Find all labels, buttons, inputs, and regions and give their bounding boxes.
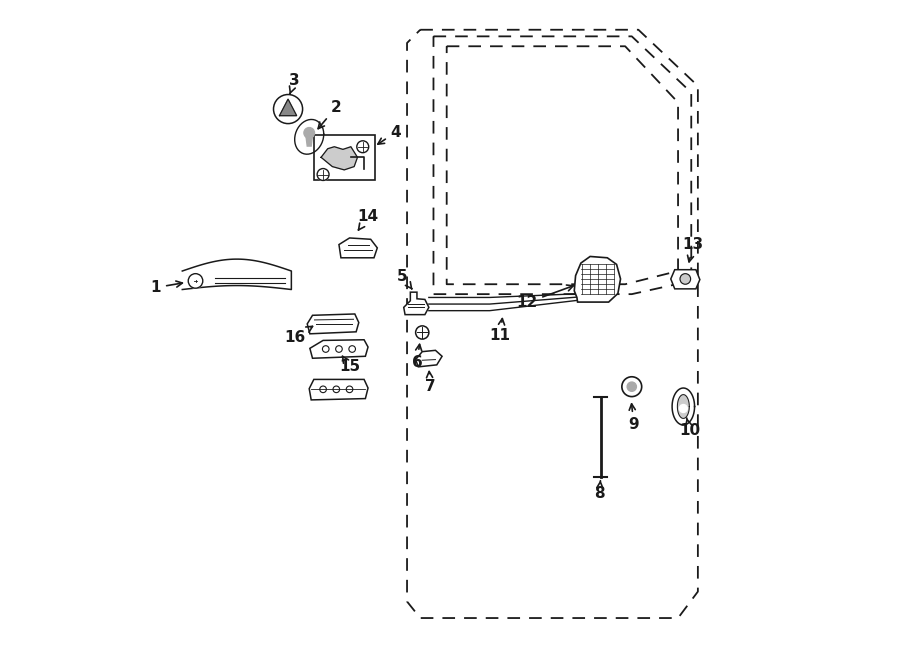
Polygon shape	[404, 292, 428, 315]
Text: 9: 9	[628, 404, 639, 432]
Text: 6: 6	[411, 344, 422, 369]
Polygon shape	[416, 350, 442, 367]
Circle shape	[188, 274, 202, 288]
Circle shape	[336, 346, 342, 352]
Text: 13: 13	[683, 237, 704, 262]
FancyBboxPatch shape	[314, 135, 374, 180]
Text: 5: 5	[397, 269, 412, 289]
Polygon shape	[321, 147, 357, 170]
Text: 3: 3	[290, 73, 300, 94]
Text: 10: 10	[680, 418, 700, 438]
Polygon shape	[310, 379, 368, 400]
Circle shape	[627, 382, 636, 391]
Polygon shape	[294, 120, 324, 154]
Circle shape	[622, 377, 642, 397]
Circle shape	[320, 386, 327, 393]
Circle shape	[416, 326, 428, 339]
Polygon shape	[678, 395, 689, 418]
Text: 1: 1	[150, 280, 183, 295]
Circle shape	[322, 346, 329, 352]
Circle shape	[346, 386, 353, 393]
Polygon shape	[339, 238, 377, 258]
Circle shape	[349, 346, 356, 352]
Circle shape	[333, 386, 339, 393]
Text: 14: 14	[357, 210, 379, 230]
Polygon shape	[310, 340, 368, 358]
Circle shape	[304, 128, 314, 138]
Text: 4: 4	[378, 125, 401, 144]
Text: 2: 2	[318, 100, 342, 129]
Text: 7: 7	[425, 371, 436, 394]
Text: 15: 15	[339, 356, 360, 374]
Polygon shape	[183, 259, 292, 290]
Circle shape	[680, 274, 690, 284]
Polygon shape	[672, 388, 695, 425]
Polygon shape	[307, 314, 359, 334]
Text: 11: 11	[490, 319, 510, 342]
Polygon shape	[670, 270, 700, 289]
Circle shape	[274, 95, 302, 124]
Text: 8: 8	[594, 481, 605, 501]
Circle shape	[356, 141, 369, 153]
Polygon shape	[280, 99, 297, 116]
Circle shape	[317, 169, 329, 180]
Circle shape	[680, 405, 688, 412]
Text: 16: 16	[284, 327, 312, 344]
Text: 12: 12	[516, 285, 573, 310]
Polygon shape	[306, 136, 312, 146]
Polygon shape	[574, 256, 620, 302]
